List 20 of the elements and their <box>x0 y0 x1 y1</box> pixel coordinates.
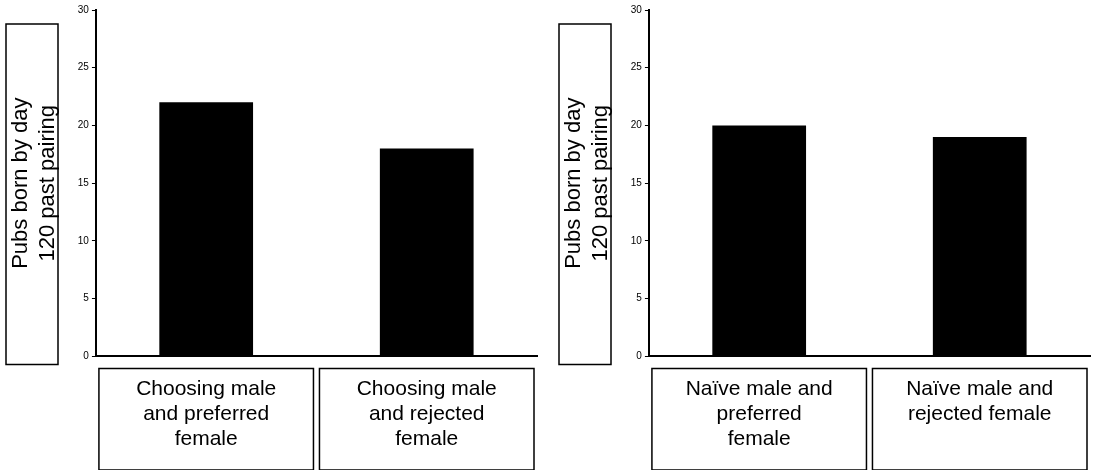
y-tick-label: 5 <box>636 292 643 304</box>
y-tick-label: 25 <box>630 61 643 73</box>
y-tick-label: 30 <box>630 3 643 15</box>
y-tick-label: 15 <box>630 176 643 188</box>
y-tick-label: 10 <box>630 234 643 246</box>
x-tick-label: Naïve male and preferred female <box>685 375 833 450</box>
y-tick-label: 5 <box>83 292 90 304</box>
x-tick-label: Choosing male and rejected female <box>356 375 497 450</box>
x-tick-label: Naïve male and rejected female <box>906 375 1054 424</box>
y-axis-title: Pubs born by day 120 past pairing <box>560 97 612 269</box>
y-axis-title: Pubs born by day 120 past pairing <box>7 97 59 269</box>
y-tick-label: 20 <box>630 119 643 131</box>
y-tick-label: 0 <box>636 350 643 362</box>
y-tick-label: 10 <box>77 234 90 246</box>
y-tick-label: 30 <box>77 3 90 15</box>
y-tick-label: 25 <box>77 61 90 73</box>
y-tick-label: 15 <box>77 176 90 188</box>
x-tick-label: Choosing male and preferred female <box>136 375 277 450</box>
y-tick-label: 20 <box>77 119 90 131</box>
y-tick-label: 0 <box>83 350 90 362</box>
